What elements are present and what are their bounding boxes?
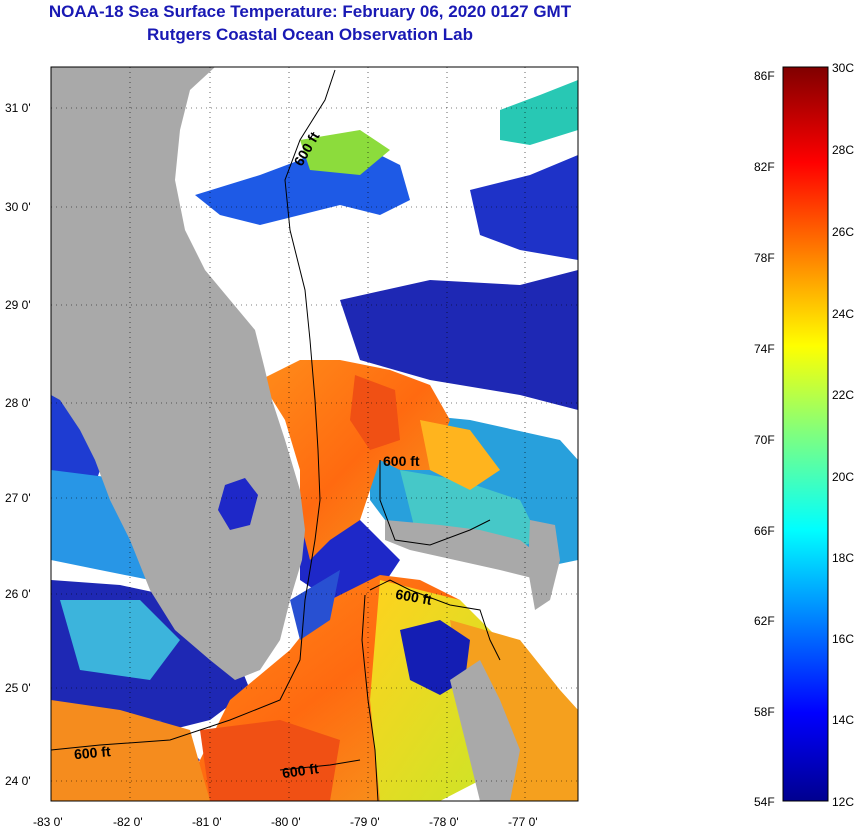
lat-tick-label: 25 0' [5, 681, 31, 695]
lat-tick-label: 27 0' [5, 491, 31, 505]
celsius-tick: 28C [832, 143, 854, 157]
celsius-tick: 14C [832, 713, 854, 727]
fahrenheit-tick: 78F [754, 251, 775, 265]
map-title: NOAA-18 Sea Surface Temperature: Februar… [48, 2, 572, 21]
lon-tick-label: -82 0' [113, 815, 143, 829]
celsius-tick: 20C [832, 470, 854, 484]
celsius-tick: 24C [832, 307, 854, 321]
celsius-tick: 22C [832, 388, 854, 402]
lat-tick-label: 28 0' [5, 396, 31, 410]
celsius-tick: 30C [832, 61, 854, 75]
lon-tick-label: -80 0' [271, 815, 301, 829]
lon-tick-label: -81 0' [192, 815, 222, 829]
depth-contours [51, 69, 501, 801]
fahrenheit-tick: 62F [754, 614, 775, 628]
latitude-axis: 31 0' 30 0' 29 0' 28 0' 27 0' 26 0' 25 0… [5, 101, 31, 788]
celsius-tick: 16C [832, 632, 854, 646]
colorbar-gradient [782, 66, 829, 802]
lon-tick-label: -78 0' [429, 815, 459, 829]
map-frame [50, 66, 579, 802]
celsius-tick: 18C [832, 551, 854, 565]
map-panel: 600 ft 600 ft 600 ft 600 ft 600 ft [51, 67, 578, 801]
lat-tick-label: 30 0' [5, 200, 31, 214]
lake-okeechobee [218, 478, 258, 530]
longitude-axis: -83 0' -82 0' -81 0' -80 0' -79 0' -78 0… [33, 815, 538, 829]
fahrenheit-tick: 58F [754, 705, 775, 719]
fahrenheit-tick: 54F [754, 795, 775, 809]
lat-tick-label: 31 0' [5, 101, 31, 115]
fahrenheit-tick: 74F [754, 342, 775, 356]
lon-tick-label: -79 0' [350, 815, 380, 829]
contour-label: 600 ft [281, 760, 320, 781]
lon-tick-label: -77 0' [508, 815, 538, 829]
contour-label: 600 ft [73, 743, 111, 762]
cold-pool [400, 620, 470, 695]
lon-tick-label: -83 0' [33, 815, 63, 829]
map-subtitle: Rutgers Coastal Ocean Observation Lab [147, 25, 473, 44]
contour-label: 600 ft [383, 453, 420, 469]
celsius-tick: 12C [832, 795, 854, 809]
contour-label: 600 ft [394, 586, 433, 608]
land [51, 67, 560, 801]
fahrenheit-tick: 70F [754, 433, 775, 447]
lat-tick-label: 26 0' [5, 587, 31, 601]
fahrenheit-tick: 66F [754, 524, 775, 538]
lat-tick-label: 29 0' [5, 298, 31, 312]
fahrenheit-tick: 86F [754, 69, 775, 83]
fahrenheit-tick: 82F [754, 160, 775, 174]
lat-tick-label: 24 0' [5, 774, 31, 788]
celsius-tick: 26C [832, 225, 854, 239]
colorbar: 86F 82F 78F 74F 70F 66F 62F 58F 54F 30C … [754, 61, 854, 809]
